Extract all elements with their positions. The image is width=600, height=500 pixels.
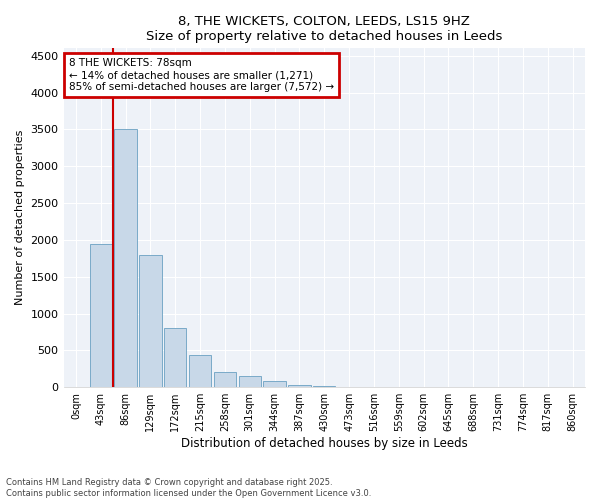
Bar [89, 244, 112, 387]
Bar [189, 355, 211, 387]
Bar [263, 382, 286, 387]
Bar [139, 254, 161, 387]
Text: 8 THE WICKETS: 78sqm
← 14% of detached houses are smaller (1,271)
85% of semi-de: 8 THE WICKETS: 78sqm ← 14% of detached h… [69, 58, 334, 92]
Title: 8, THE WICKETS, COLTON, LEEDS, LS15 9HZ
Size of property relative to detached ho: 8, THE WICKETS, COLTON, LEEDS, LS15 9HZ … [146, 15, 502, 43]
Bar [288, 385, 311, 387]
Bar [214, 372, 236, 387]
Y-axis label: Number of detached properties: Number of detached properties [15, 130, 25, 306]
Bar [313, 386, 335, 387]
X-axis label: Distribution of detached houses by size in Leeds: Distribution of detached houses by size … [181, 437, 467, 450]
Bar [115, 130, 137, 387]
Bar [239, 376, 261, 387]
Bar [164, 328, 187, 387]
Text: Contains HM Land Registry data © Crown copyright and database right 2025.
Contai: Contains HM Land Registry data © Crown c… [6, 478, 371, 498]
